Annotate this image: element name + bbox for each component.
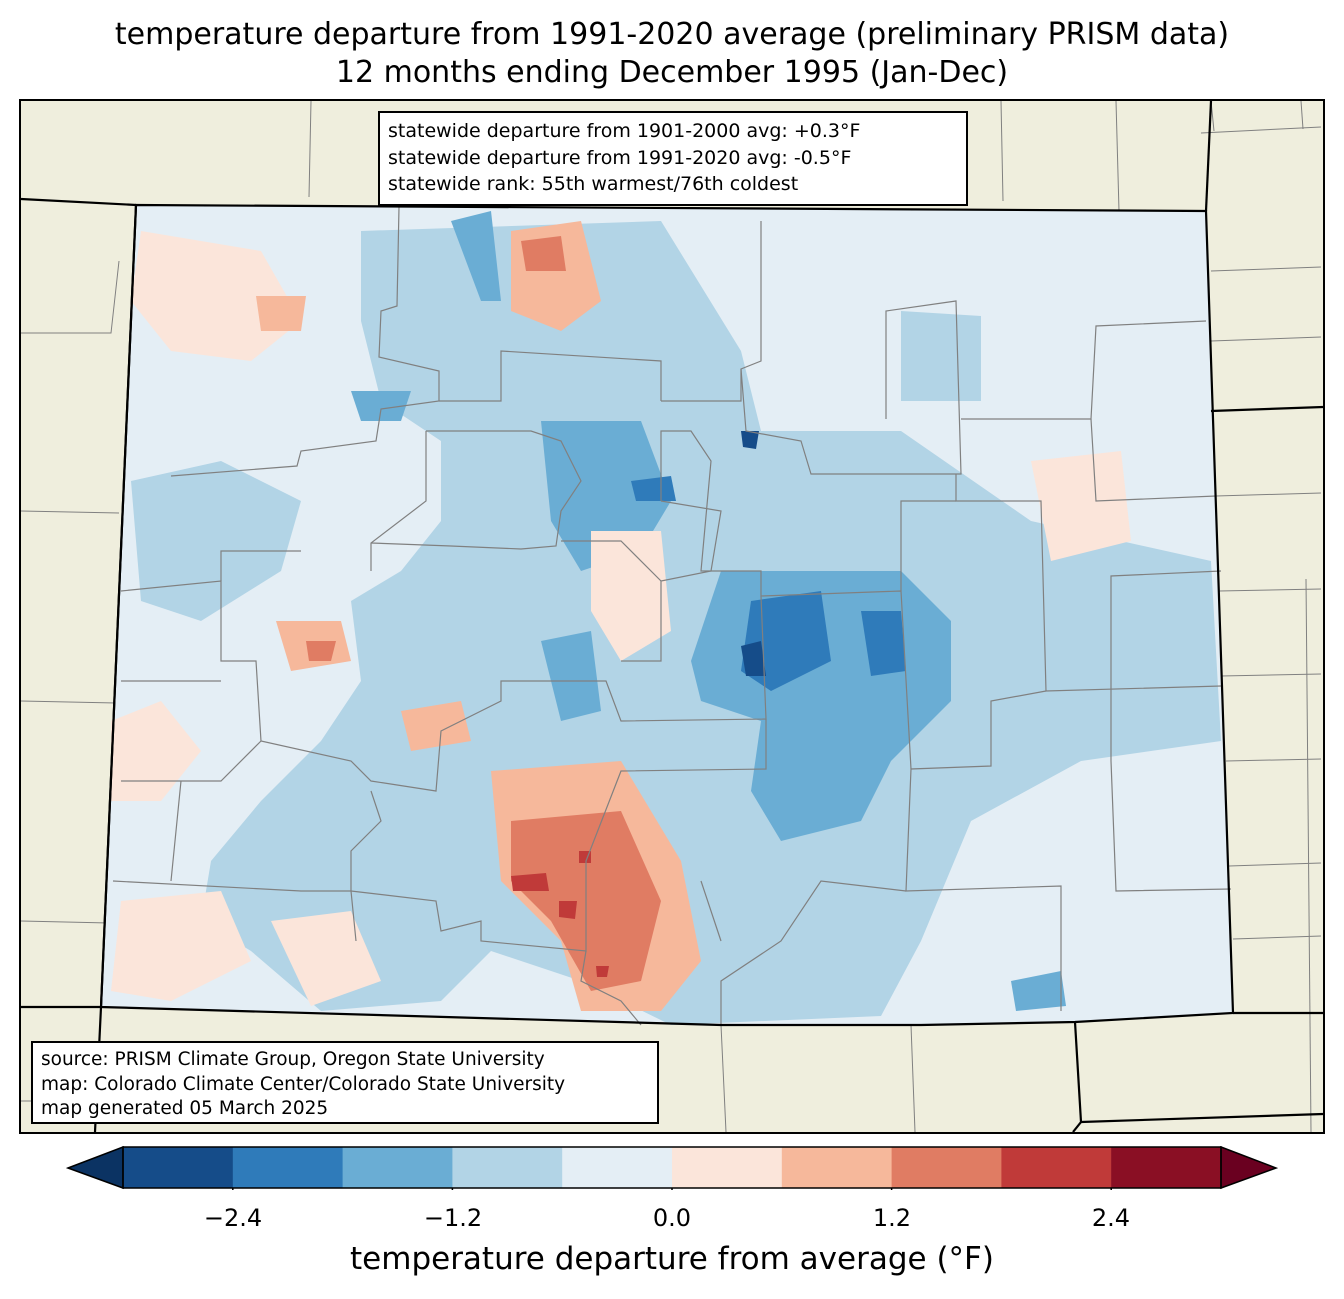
source-box: source: PRISM Climate Group, Oregon Stat…	[31, 1041, 659, 1124]
colorado-map	[21, 101, 1323, 1132]
generated-date-line: map generated 05 March 2025	[41, 1098, 329, 1119]
colorbar-label: temperature departure from average (°F)	[350, 1241, 994, 1277]
colorbar-tick-label: 1.2	[872, 1204, 912, 1232]
stats-line-rank: statewide rank: 55th warmest/76th coldes…	[388, 173, 799, 195]
colorbar-segment	[1001, 1147, 1112, 1188]
county-lines	[112, 206, 1232, 1026]
strong-warm-regions	[511, 851, 609, 977]
colorbar-tick-label: −2.4	[203, 1204, 263, 1232]
colorbar-tick-label: 2.4	[1091, 1204, 1131, 1232]
colorbar-tick-label: 0.0	[652, 1204, 692, 1232]
map-subtitle: 12 months ending December 1995 (Jan-Dec)	[335, 55, 1009, 90]
map-credit-line: map: Colorado Climate Center/Colorado St…	[41, 1073, 566, 1095]
colorbar-segment	[891, 1147, 1002, 1188]
colorbar-segment	[452, 1147, 563, 1188]
source-line: source: PRISM Climate Group, Oregon Stat…	[41, 1049, 545, 1070]
stats-line-1991-avg: statewide departure from 1991-2020 avg: …	[388, 146, 852, 169]
colorbar-over-arrow	[1220, 1146, 1278, 1190]
colorbar-segment	[342, 1147, 453, 1188]
colorbar-segment	[1111, 1147, 1222, 1188]
colorbar-segment	[123, 1147, 234, 1188]
colorbar-ticks	[232, 1188, 1112, 1190]
colorbar-segment	[562, 1147, 673, 1188]
colorbar	[66, 1146, 1278, 1190]
mild-warm-regions	[111, 231, 1131, 1006]
colorbar-segment	[672, 1147, 783, 1188]
stats-line-1900-avg: statewide departure from 1901-2000 avg: …	[388, 120, 861, 142]
colorbar-segments	[123, 1147, 1222, 1188]
colorado-outline	[99, 203, 1235, 1027]
strongest-cool-regions	[741, 431, 766, 676]
statewide-stats-box: statewide departure from 1901-2000 avg: …	[378, 111, 968, 206]
colorbar-under-arrow	[66, 1146, 124, 1190]
colorbar-segment	[781, 1147, 893, 1188]
map-title: temperature departure from 1991-2020 ave…	[114, 17, 1230, 52]
colorbar-segment	[232, 1147, 344, 1188]
map-panel	[19, 99, 1325, 1134]
colorbar-tick-label: −1.2	[423, 1204, 483, 1232]
